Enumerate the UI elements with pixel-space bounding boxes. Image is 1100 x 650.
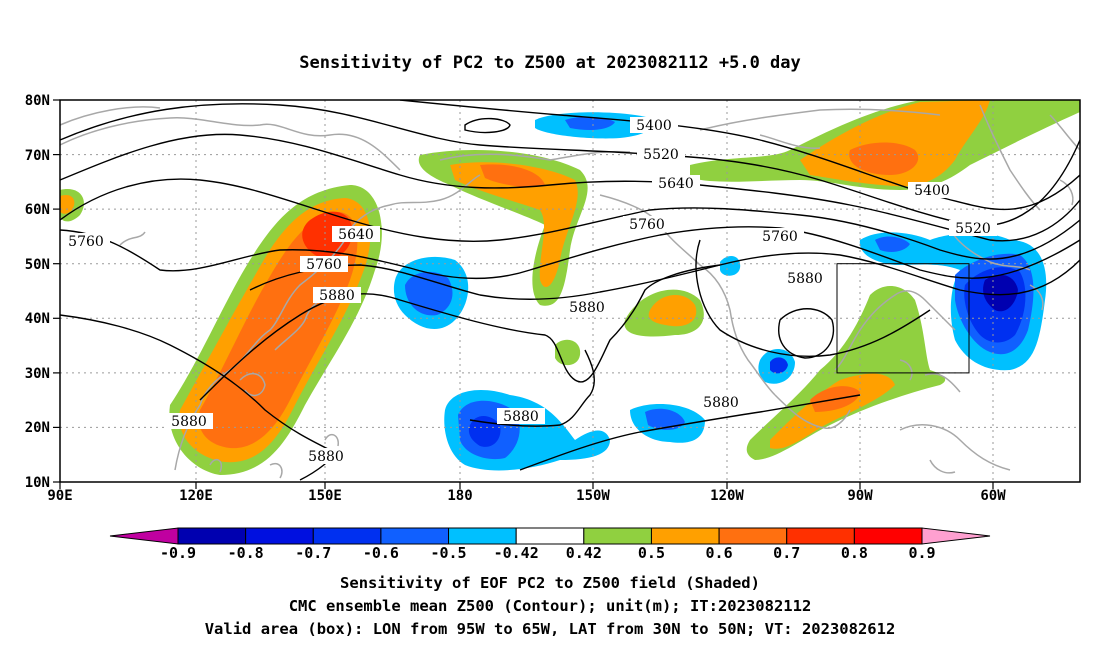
colorbar-box (650, 527, 720, 545)
colorbar-box (853, 527, 923, 545)
lat-tick-label: 30N (25, 366, 50, 382)
contour-label: 5640 (658, 176, 694, 192)
map-area: 5400 5400 5520 5520 5640 5640 5760 5760 … (60, 100, 1080, 482)
lat-tick-label: 60N (25, 202, 50, 218)
colorbar-box (786, 527, 855, 545)
colorbar-box (448, 527, 517, 545)
negative-region-north-atlantic-west (875, 236, 910, 252)
contour-label: 5760 (68, 234, 104, 250)
colorbar-label: -0.42 (494, 544, 539, 562)
colorbar-box (583, 527, 652, 545)
contour-label: 5880 (319, 288, 355, 304)
lat-tick-label: 20N (25, 420, 50, 436)
contour-label: 5880 (171, 414, 207, 430)
colorbar-box (312, 527, 382, 545)
colorbar: -0.9 -0.8 -0.7 -0.6 -0.5 -0.42 0.42 0.5 0.6 0.7 0.… (109, 527, 991, 562)
valid-area-box (836, 263, 970, 374)
colorbar-label: 0.42 (566, 544, 602, 562)
colorbar-label: -0.7 (295, 544, 331, 562)
colorbar-low-end (109, 527, 179, 545)
colorbar-high-end (921, 527, 991, 545)
negative-region-small-2-core (770, 357, 788, 374)
negative-region-north-atlantic-core (983, 274, 1018, 312)
colorbar-label: 0.5 (638, 544, 665, 562)
lon-tick-label: 150E (308, 488, 342, 504)
lon-tick-label: 120E (179, 488, 213, 504)
map-frame (59, 99, 1081, 483)
negative-region-tropics-east-mid (645, 408, 685, 430)
positive-region-north-orange (800, 100, 990, 187)
colorbar-label: -0.9 (160, 544, 196, 562)
colorbar-box (245, 527, 314, 545)
negative-region-arctic-mid (565, 116, 615, 130)
lat-tick-label: 40N (25, 311, 50, 327)
lat-tick-label: 70N (25, 148, 50, 164)
lat-tick-label: 50N (25, 257, 50, 273)
caption-line-3: Valid area (box): LON from 95W to 65W, L… (205, 620, 896, 638)
figure-title: Sensitivity of PC2 to Z500 at 2023082112… (299, 53, 801, 73)
contour-label: 5880 (703, 395, 739, 411)
colorbar-box (718, 527, 788, 545)
contour-label: 5880 (503, 409, 539, 425)
colorbar-box (380, 527, 450, 545)
latitude-labels: 80N 70N 60N 50N 40N 30N 20N 10N (25, 93, 50, 491)
contour-label: 5400 (914, 183, 950, 199)
positive-region-north-red (849, 142, 919, 175)
contour-label: 5880 (787, 271, 823, 287)
contour-label: 5760 (629, 217, 665, 233)
colorbar-label: 0.6 (706, 544, 733, 562)
lon-tick-label: 90W (847, 488, 873, 504)
colorbar-box (177, 527, 247, 545)
lat-tick-label: 80N (25, 93, 50, 109)
positive-region-west-edge-orange (60, 194, 75, 214)
gridlines (60, 100, 1080, 482)
lon-tick-label: 120W (710, 488, 744, 504)
contour-label: 5880 (569, 300, 605, 316)
positive-region-bering-orange (450, 162, 578, 288)
contour-labels: 5400 5400 5520 5520 5640 5640 5760 5760 … (62, 117, 997, 465)
colorbar-label: -0.5 (430, 544, 466, 562)
colorbar-label: -0.6 (363, 544, 399, 562)
colorbar-label: 0.8 (841, 544, 868, 562)
positive-region-us-orange (770, 373, 895, 449)
longitude-labels: 90E 120E 150E 180 150W 120W 90W 60W (47, 488, 1006, 504)
colorbar-label: -0.8 (228, 544, 264, 562)
lat-tick-label: 10N (25, 475, 50, 491)
colorbar-labels: -0.9 -0.8 -0.7 -0.6 -0.5 -0.42 0.42 0.5 0.6 0.7 0.… (160, 544, 936, 562)
contour-label: 5400 (636, 118, 672, 134)
contour-label: 5760 (762, 229, 798, 245)
lon-tick-label: 150W (576, 488, 610, 504)
lon-tick-label: 60W (980, 488, 1006, 504)
colorbar-label: 0.7 (773, 544, 800, 562)
lon-tick-label: 90E (47, 488, 72, 504)
colorbar-label: 0.9 (908, 544, 935, 562)
colorbar-box (515, 527, 585, 545)
axis-ticks (53, 99, 994, 489)
caption-line-2: CMC ensemble mean Z500 (Contour); unit(m… (289, 597, 812, 615)
lon-tick-label: 180 (447, 488, 472, 504)
contour-label: 5520 (643, 147, 679, 163)
caption-line-1: Sensitivity of EOF PC2 to Z500 field (Sh… (340, 574, 760, 592)
contour-label: 5520 (955, 221, 991, 237)
colorbar-boxes (177, 527, 923, 545)
contour-label: 5760 (306, 257, 342, 273)
contour-label: 5640 (338, 227, 374, 243)
positive-region-bering-red (480, 164, 545, 188)
contour-label: 5880 (308, 449, 344, 465)
